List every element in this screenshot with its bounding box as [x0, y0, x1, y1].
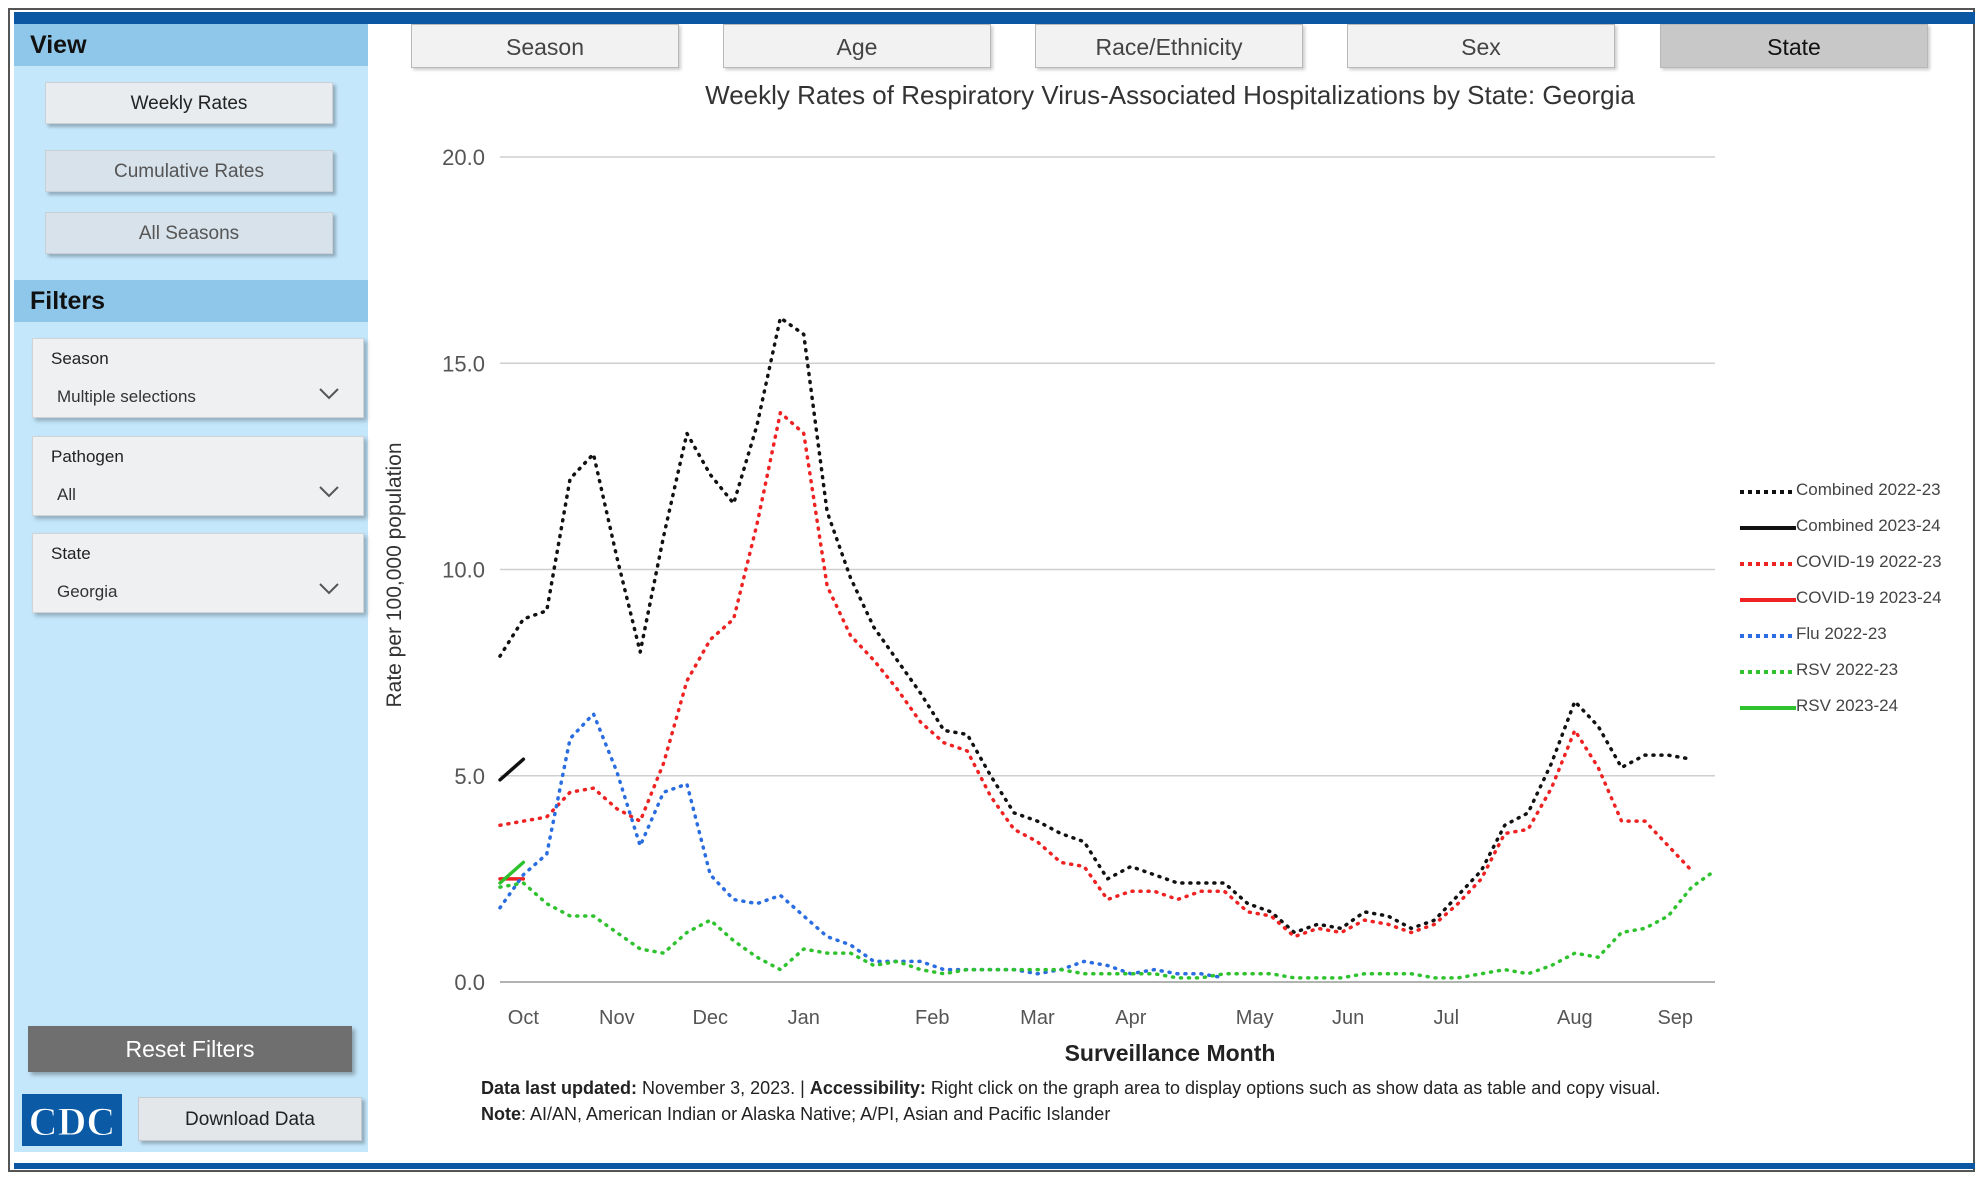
- state-filter[interactable]: State Georgia: [32, 533, 364, 613]
- data-updated-note: Data last updated: November 3, 2023. | A…: [481, 1078, 1660, 1099]
- season-filter-value: Multiple selections: [57, 387, 196, 406]
- chevron-down-icon[interactable]: [317, 481, 341, 501]
- legend-label: RSV 2022-23: [1796, 660, 1899, 679]
- y-tick-label: 5.0: [454, 764, 485, 789]
- x-tick-label: Apr: [1115, 1007, 1146, 1029]
- legend-label: COVID-19 2022-23: [1796, 552, 1942, 571]
- y-axis-label: Rate per 100,000 population: [383, 442, 406, 708]
- x-tick-label: Jan: [788, 1007, 820, 1029]
- weekly-rates-button[interactable]: Weekly Rates: [45, 82, 333, 124]
- tab-state[interactable]: State: [1660, 24, 1928, 68]
- updated-label: Data last updated:: [481, 1078, 638, 1098]
- abbreviation-note: Note: AI/AN, American Indian or Alaska N…: [481, 1104, 1110, 1125]
- reset-filters-button[interactable]: Reset Filters: [28, 1026, 352, 1072]
- series-line-rsv-2023-24: [498, 860, 526, 885]
- filters-heading: Filters: [14, 280, 368, 322]
- x-tick-label: Mar: [1020, 1007, 1055, 1029]
- x-tick-label: Jul: [1434, 1007, 1460, 1029]
- x-tick-label: Jun: [1332, 1007, 1364, 1029]
- x-tick-label: Aug: [1557, 1007, 1593, 1029]
- cdc-logo-text: CDC: [29, 1099, 116, 1144]
- x-tick-label: Feb: [915, 1007, 949, 1029]
- tab-race-ethnicity[interactable]: Race/Ethnicity: [1035, 24, 1303, 68]
- legend-label: Flu 2022-23: [1796, 624, 1887, 643]
- legend-swatch: [1740, 634, 1796, 638]
- pathogen-filter[interactable]: Pathogen All: [32, 436, 364, 516]
- sidebar: View Weekly Rates Cumulative Rates All S…: [14, 24, 368, 1152]
- note-label: Note: [481, 1104, 521, 1124]
- season-filter[interactable]: Season Multiple selections: [32, 338, 364, 418]
- tab-sex[interactable]: Sex: [1347, 24, 1615, 68]
- accessibility-value: Right click on the graph area to display…: [930, 1078, 1661, 1098]
- cdc-logo: CDC: [22, 1094, 122, 1146]
- legend-swatch: [1740, 490, 1796, 494]
- all-seasons-button[interactable]: All Seasons: [45, 212, 333, 254]
- legend-label: RSV 2023-24: [1796, 696, 1899, 715]
- legend-label: COVID-19 2023-24: [1796, 588, 1942, 607]
- state-filter-label: State: [51, 544, 91, 563]
- pathogen-filter-label: Pathogen: [51, 447, 124, 466]
- legend-label: Combined 2022-23: [1796, 480, 1941, 499]
- chart-title: Weekly Rates of Respiratory Virus-Associ…: [705, 80, 1635, 110]
- legend-swatch: [1740, 598, 1796, 602]
- chevron-down-icon[interactable]: [317, 578, 341, 598]
- y-tick-label: 10.0: [442, 558, 485, 583]
- series-line-combined-2023-24: [498, 757, 526, 782]
- note-value: : AI/AN, American Indian or Alaska Nativ…: [521, 1104, 1111, 1124]
- series-line-covid-19-2022-23: [498, 411, 1694, 939]
- bottom-accent-bar: [14, 1163, 1975, 1169]
- legend-swatch: [1740, 670, 1796, 674]
- season-filter-label: Season: [51, 349, 109, 368]
- series-line-flu-2022-23: [498, 712, 1227, 980]
- y-tick-label: 0.0: [454, 970, 485, 995]
- x-tick-label: Sep: [1657, 1007, 1693, 1029]
- y-tick-label: 15.0: [442, 351, 485, 376]
- x-tick-label: May: [1236, 1007, 1274, 1029]
- download-data-button[interactable]: Download Data: [138, 1097, 362, 1141]
- x-axis-label: Surveillance Month: [1064, 1040, 1276, 1066]
- accessibility-label: Accessibility:: [809, 1078, 926, 1098]
- chevron-down-icon[interactable]: [317, 383, 341, 403]
- updated-value: November 3, 2023. |: [642, 1078, 805, 1098]
- state-filter-value: Georgia: [57, 582, 118, 601]
- x-tick-label: Dec: [692, 1007, 728, 1029]
- series-line-combined-2022-23: [498, 316, 1694, 935]
- x-tick-label: Oct: [508, 1007, 540, 1029]
- series-line-rsv-2022-23: [498, 868, 1717, 980]
- view-heading: View: [14, 24, 368, 66]
- x-tick-label: Nov: [599, 1007, 635, 1029]
- line-chart[interactable]: 0.0 5.0 10.0 15.0 20.0 Oct Nov Dec Jan Feb Mar Apr M…: [370, 110, 1730, 1030]
- top-accent-bar: [14, 12, 1975, 24]
- legend-label: Combined 2023-24: [1796, 516, 1941, 535]
- legend-swatch: [1740, 706, 1796, 710]
- tab-age[interactable]: Age: [723, 24, 991, 68]
- legend-swatch: [1740, 562, 1796, 566]
- cumulative-rates-button[interactable]: Cumulative Rates: [45, 150, 333, 192]
- legend-swatch: [1740, 526, 1796, 530]
- y-tick-label: 20.0: [442, 145, 485, 170]
- pathogen-filter-value: All: [57, 485, 76, 504]
- tab-season[interactable]: Season: [411, 24, 679, 68]
